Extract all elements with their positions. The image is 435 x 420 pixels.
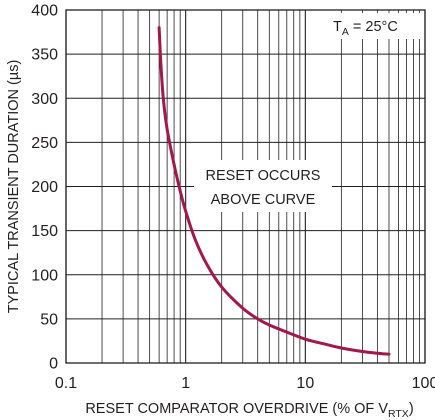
x-axis-label-subscript: RTX: [388, 408, 409, 420]
y-tick-label: 100: [31, 267, 58, 284]
temperature-annotation-box: TA = 25°C: [328, 13, 422, 39]
y-tick-label: 350: [31, 47, 58, 64]
temp-subscript: A: [342, 26, 349, 38]
x-tick-label: 100: [412, 375, 435, 392]
temperature-annotation: TA = 25°C: [333, 19, 398, 38]
y-tick-label: 250: [31, 135, 58, 152]
x-tick-label: 10: [296, 375, 314, 392]
x-axis-label-main: RESET COMPARATOR OVERDRIVE (% OF V: [85, 401, 388, 417]
series-layer: [157, 26, 391, 356]
temp-value: = 25°C: [349, 19, 398, 35]
x-tick-label: 0.1: [55, 375, 77, 392]
y-axis-label: TYPICAL TRANSIENT DURATION (µs): [6, 60, 22, 314]
y-tick-label: 0: [49, 356, 58, 373]
x-axis-label: RESET COMPARATOR OVERDRIVE (% OF VRTX): [85, 401, 413, 420]
y-tick-label: 200: [31, 179, 58, 196]
region-annotation-box: RESET OCCURS ABOVE CURVE: [194, 160, 332, 212]
y-tick-label: 400: [31, 3, 58, 20]
y-tick-label: 50: [40, 311, 58, 328]
temp-symbol: T: [333, 19, 342, 35]
x-tick-label: 1: [181, 375, 190, 392]
transient-duration-curve: [157, 26, 391, 356]
region-annotation-line-1: RESET OCCURS: [206, 168, 321, 184]
y-tick-label: 300: [31, 91, 58, 108]
x-axis-label-end: ): [409, 401, 414, 417]
y-tick-labels: 0 50 100 150 200 250 300 350 400: [31, 3, 58, 373]
plot-frame: [65, 9, 426, 364]
region-annotation-line-2: ABOVE CURVE: [211, 192, 316, 208]
x-tick-labels: 0.1 1 10 100: [55, 375, 435, 392]
y-tick-label: 150: [31, 223, 58, 240]
